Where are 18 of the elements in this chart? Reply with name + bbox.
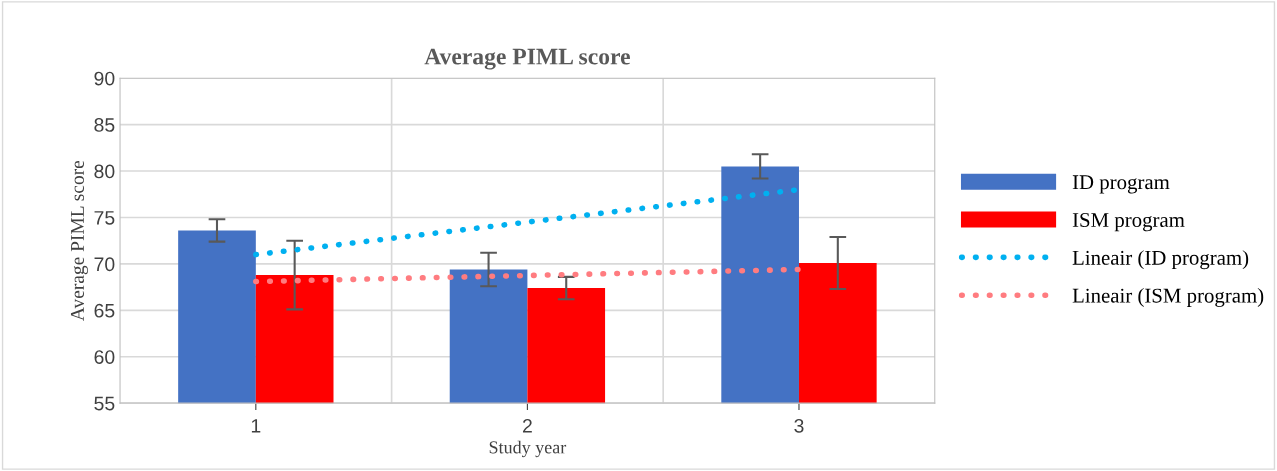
- y-tick-label: 60: [94, 350, 115, 364]
- x-axis-title: Study year: [489, 440, 567, 458]
- chart-title: Average PIML score: [424, 48, 630, 70]
- y-tick-label: 85: [94, 118, 115, 132]
- y-tick-label: 70: [94, 257, 115, 272]
- x-tick-label: 2: [522, 418, 532, 433]
- y-tick-label: 75: [94, 211, 115, 225]
- legend-label: ISM program: [1072, 213, 1185, 232]
- legend-label: ID program: [1072, 175, 1170, 194]
- y-axis-title: Average PIML score: [70, 160, 88, 321]
- y-tick-label: 80: [94, 164, 115, 179]
- x-tick-label: 3: [794, 418, 804, 433]
- y-tick-label: 90: [94, 71, 115, 86]
- legend-label: Lineair (ID program): [1072, 250, 1249, 270]
- x-tick-label: 1: [251, 419, 261, 433]
- y-tick-label: 65: [94, 303, 115, 318]
- y-tick-label: 55: [94, 396, 115, 411]
- legend-label: Lineair (ISM program): [1072, 288, 1264, 307]
